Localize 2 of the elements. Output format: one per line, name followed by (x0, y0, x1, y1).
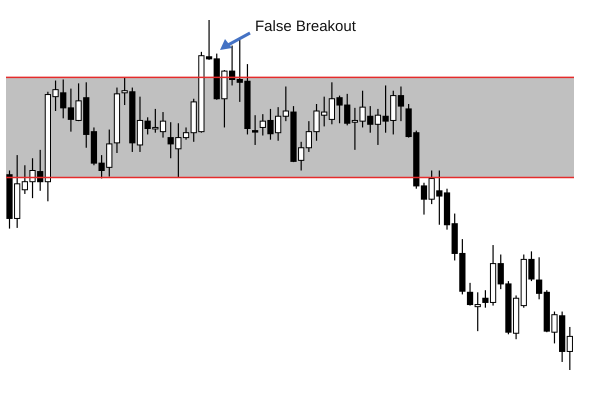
candlestick (252, 114, 258, 146)
annotation: False Breakout (255, 18, 356, 35)
